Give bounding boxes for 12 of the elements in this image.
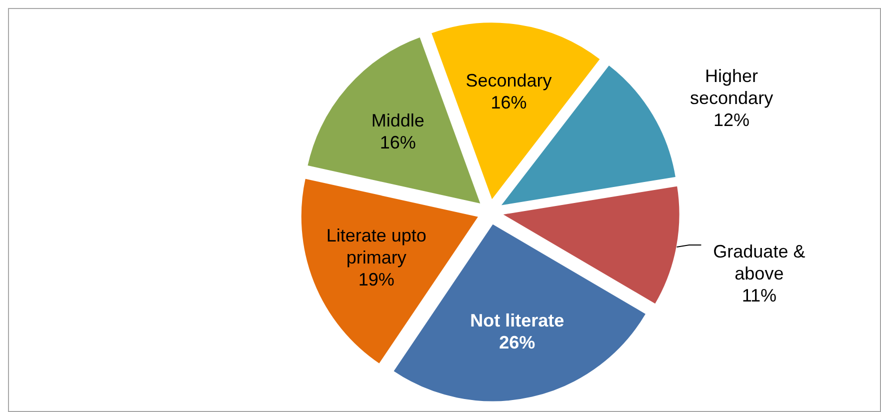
slice-label: Secondary [466,70,552,90]
data-label: 16% [380,132,416,153]
slice-label: Not literate [470,310,564,331]
slice-label: Graduate & above [713,241,806,284]
data-label: 19% [358,270,394,290]
slice-label: Literate upto primary [326,226,426,268]
slice-label: Middle [371,110,424,131]
data-label: 16% [490,92,527,112]
data-label: 26% [499,332,536,353]
data-label: 11% [742,285,777,306]
slice-label: Higher secondary [690,66,774,108]
data-label: 12% [714,110,750,130]
